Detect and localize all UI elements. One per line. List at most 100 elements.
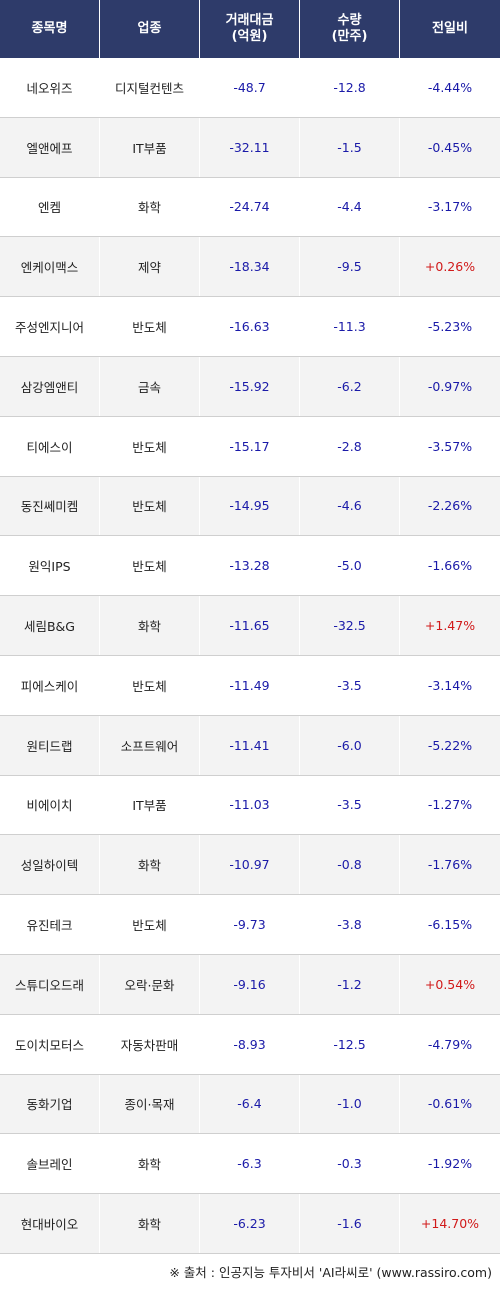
- cell-volume: -4.6: [300, 476, 400, 536]
- cell-sector: IT부품: [100, 117, 200, 177]
- cell-amount: -48.7: [200, 58, 300, 117]
- cell-change: -4.44%: [427, 79, 473, 95]
- cell-name: 솔브레인: [0, 1134, 100, 1194]
- cell-change: -6.15%: [427, 917, 473, 933]
- cell-amount: -9.73: [200, 895, 300, 954]
- cell-change: -0.97%: [427, 378, 473, 394]
- cell-change: -1.76%: [427, 857, 473, 873]
- cell-sector: 화학: [100, 177, 200, 237]
- cell-amount: -16.63: [200, 297, 300, 356]
- cell-volume: -1.2: [300, 954, 400, 1014]
- cell-name: 유진테크: [0, 895, 100, 954]
- cell-name: 엘앤에프: [0, 117, 100, 177]
- table-row: 엘앤에프 IT부품 -32.11 -1.5 -0.45%: [0, 117, 500, 178]
- cell-sector: 소프트웨어: [100, 715, 200, 775]
- cell-volume: -11.3: [300, 297, 400, 356]
- cell-amount: -13.28: [200, 536, 300, 596]
- cell-change: -3.14%: [427, 677, 473, 693]
- cell-volume: -3.8: [300, 895, 400, 954]
- cell-amount: -6.3: [200, 1134, 300, 1194]
- cell-volume: -3.5: [300, 655, 400, 715]
- cell-name: 현대바이오: [0, 1194, 100, 1253]
- cell-name: 원티드랩: [0, 715, 100, 775]
- cell-volume: -0.8: [300, 835, 400, 895]
- cell-change: -0.61%: [427, 1096, 473, 1112]
- cell-name: 성일하이텍: [0, 835, 100, 895]
- table-row: 원익IPS 반도체 -13.28 -5.0 -1.66%: [0, 536, 500, 597]
- cell-amount: -11.41: [200, 715, 300, 775]
- cell-volume: -32.5: [300, 596, 400, 655]
- source-note: ※ 출처 : 인공지능 투자비서 'AI라씨로' (www.rassiro.co…: [169, 1265, 492, 1280]
- cell-name: 세림B&G: [0, 596, 100, 655]
- cell-volume: -12.8: [300, 58, 400, 117]
- table-row: 비에이치 IT부품 -11.03 -3.5 -1.27%: [0, 775, 500, 836]
- cell-amount: -32.11: [200, 117, 300, 177]
- cell-change: +0.26%: [424, 259, 476, 275]
- cell-sector: 화학: [100, 596, 200, 655]
- table-header: 종목명 업종 거래대금 (억원) 수량 (만주) 전일비: [0, 0, 500, 58]
- cell-sector: 제약: [100, 237, 200, 297]
- table-row: 티에스이 반도체 -15.17 -2.8 -3.57%: [0, 416, 500, 477]
- cell-volume: -3.5: [300, 775, 400, 835]
- cell-sector: 반도체: [100, 895, 200, 954]
- cell-amount: -10.97: [200, 835, 300, 895]
- cell-sector: 화학: [100, 1134, 200, 1194]
- cell-change: -1.66%: [427, 558, 473, 574]
- cell-amount: -11.65: [200, 596, 300, 655]
- cell-volume: -1.5: [300, 117, 400, 177]
- cell-name: 동진쎄미켐: [0, 476, 100, 536]
- cell-change: -3.17%: [427, 199, 473, 215]
- table-row: 유진테크 반도체 -9.73 -3.8 -6.15%: [0, 895, 500, 955]
- cell-volume: -4.4: [300, 177, 400, 237]
- cell-change: +14.70%: [420, 1216, 480, 1232]
- cell-amount: -11.03: [200, 775, 300, 835]
- header-name: 종목명: [0, 0, 100, 58]
- table-row: 성일하이텍 화학 -10.97 -0.8 -1.76%: [0, 835, 500, 896]
- cell-name: 비에이치: [0, 775, 100, 835]
- cell-name: 삼강엠앤티: [0, 356, 100, 416]
- cell-name: 스튜디오드래: [0, 954, 100, 1014]
- cell-amount: -11.49: [200, 655, 300, 715]
- cell-change: -5.23%: [427, 319, 473, 335]
- cell-sector: 반도체: [100, 655, 200, 715]
- cell-volume: -12.5: [300, 1014, 400, 1074]
- cell-amount: -6.23: [200, 1194, 300, 1253]
- cell-name: 네오위즈: [0, 58, 100, 117]
- cell-sector: 디지털컨텐츠: [100, 58, 200, 117]
- table-row: 세림B&G 화학 -11.65 -32.5 +1.47%: [0, 596, 500, 656]
- cell-sector: 화학: [100, 835, 200, 895]
- header-sector: 업종: [100, 0, 200, 58]
- cell-name: 티에스이: [0, 416, 100, 476]
- table-row: 엔케이맥스 제약 -18.34 -9.5 +0.26%: [0, 237, 500, 298]
- table-row: 피에스케이 반도체 -11.49 -3.5 -3.14%: [0, 655, 500, 716]
- cell-volume: -5.0: [300, 536, 400, 596]
- cell-change: +1.47%: [424, 618, 476, 634]
- cell-sector: 반도체: [100, 416, 200, 476]
- cell-change: -3.57%: [427, 438, 473, 454]
- cell-change: -4.79%: [427, 1036, 473, 1052]
- cell-sector: 반도체: [100, 476, 200, 536]
- cell-amount: -8.93: [200, 1014, 300, 1074]
- cell-name: 원익IPS: [0, 536, 100, 596]
- table-row: 네오위즈 디지털컨텐츠 -48.7 -12.8 -4.44%: [0, 58, 500, 118]
- cell-amount: -18.34: [200, 237, 300, 297]
- cell-volume: -6.2: [300, 356, 400, 416]
- cell-amount: -15.92: [200, 356, 300, 416]
- cell-sector: 화학: [100, 1194, 200, 1253]
- table-row: 도이치모터스 자동차판매 -8.93 -12.5 -4.79%: [0, 1014, 500, 1075]
- table-row: 원티드랩 소프트웨어 -11.41 -6.0 -5.22%: [0, 715, 500, 776]
- cell-name: 엔켐: [0, 177, 100, 237]
- header-amount: 거래대금 (억원): [200, 0, 300, 58]
- table-row: 엔켐 화학 -24.74 -4.4 -3.17%: [0, 177, 500, 238]
- cell-sector: 오락·문화: [100, 954, 200, 1014]
- table-row: 주성엔지니어 반도체 -16.63 -11.3 -5.23%: [0, 297, 500, 357]
- cell-amount: -15.17: [200, 416, 300, 476]
- cell-change: -0.45%: [427, 139, 473, 155]
- table-row: 현대바이오 화학 -6.23 -1.6 +14.70%: [0, 1194, 500, 1254]
- table-row: 삼강엠앤티 금속 -15.92 -6.2 -0.97%: [0, 356, 500, 417]
- cell-sector: 종이·목재: [100, 1074, 200, 1134]
- cell-name: 엔케이맥스: [0, 237, 100, 297]
- cell-sector: 반도체: [100, 297, 200, 356]
- cell-change: -1.27%: [427, 797, 473, 813]
- table-row: 동진쎄미켐 반도체 -14.95 -4.6 -2.26%: [0, 476, 500, 537]
